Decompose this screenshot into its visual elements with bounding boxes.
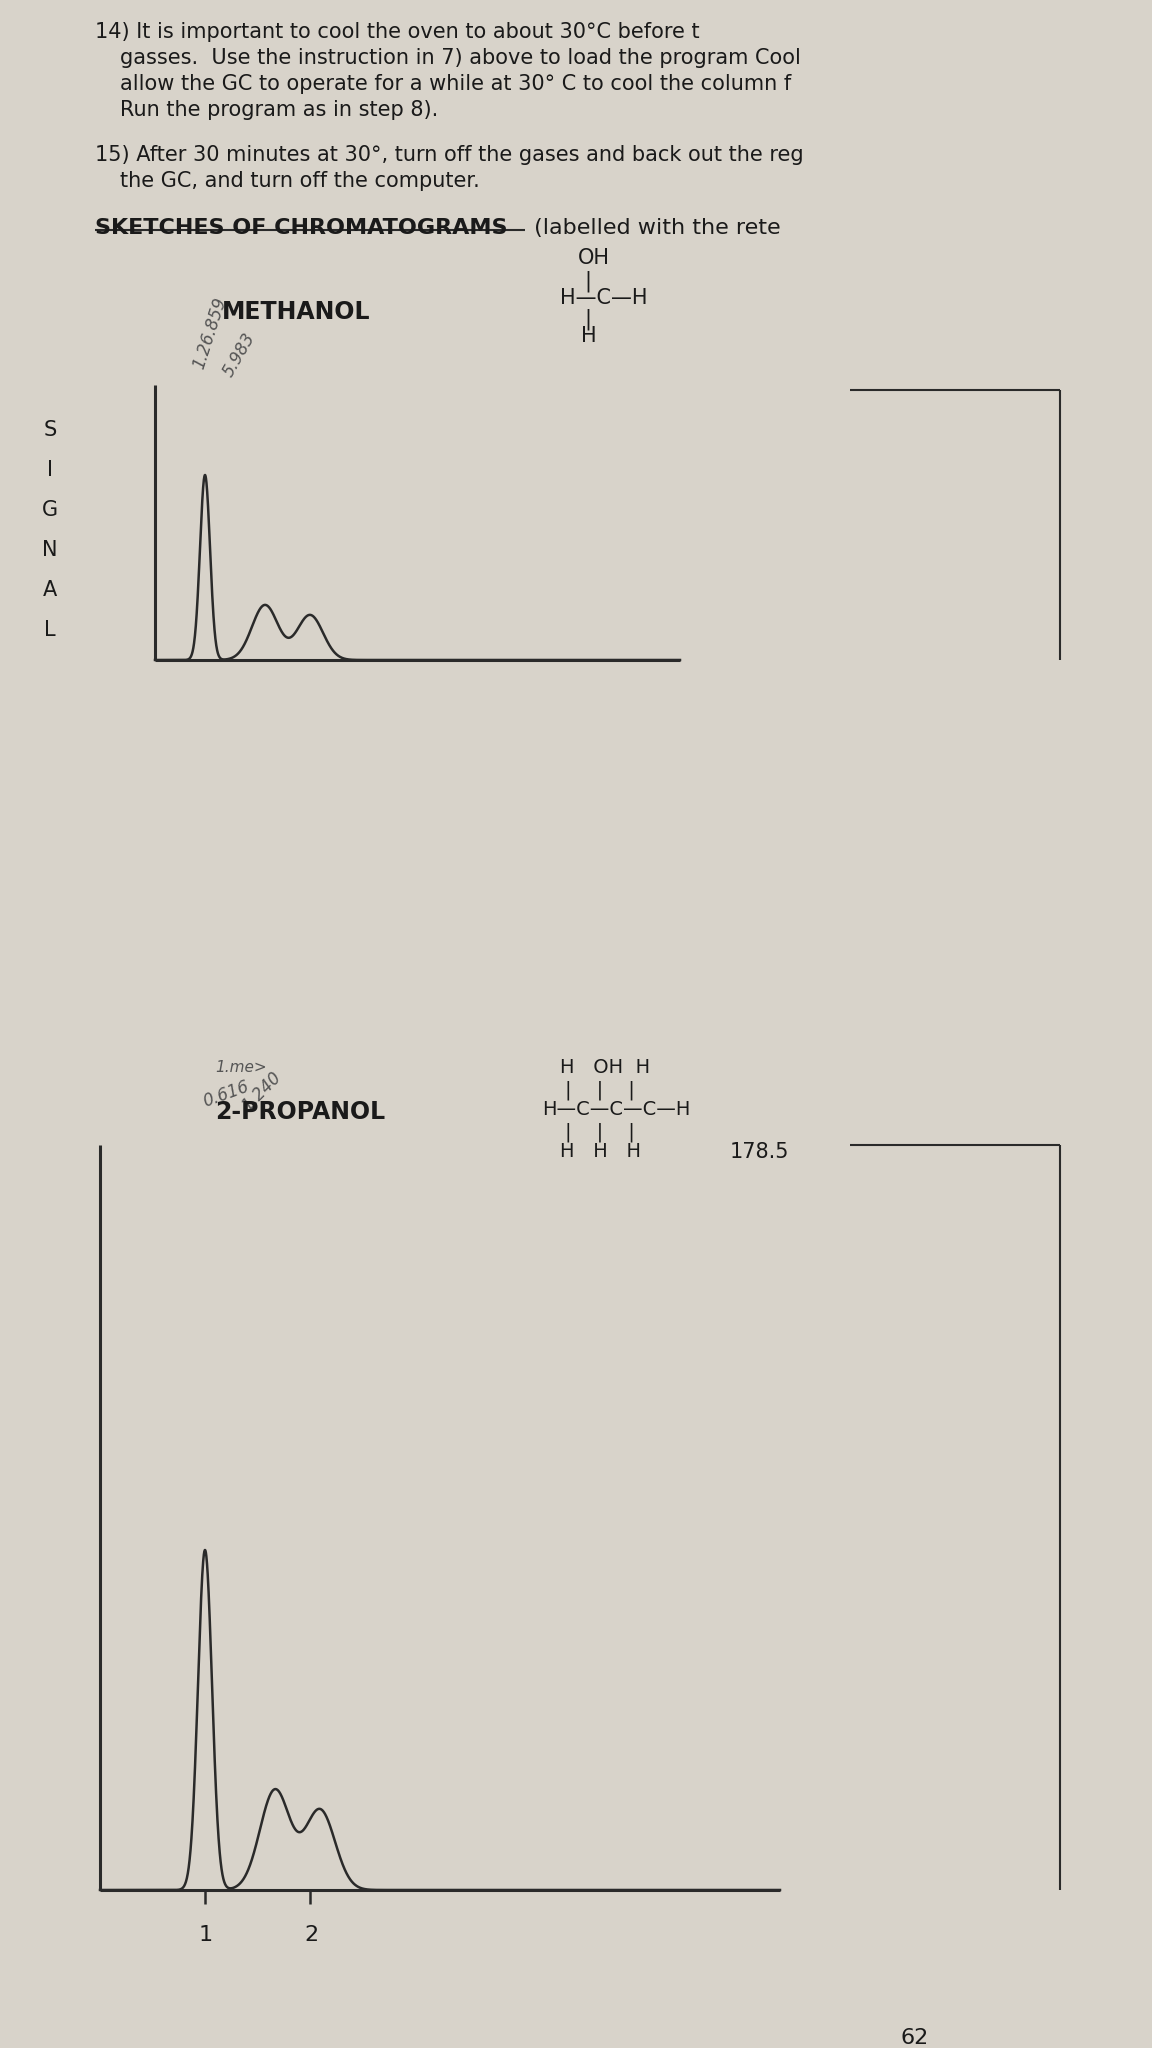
Text: I: I bbox=[47, 461, 53, 479]
Text: 2: 2 bbox=[304, 1925, 318, 1946]
Text: |: | bbox=[584, 270, 591, 291]
Text: H: H bbox=[581, 326, 597, 346]
Text: 1.26.859: 1.26.859 bbox=[190, 295, 230, 371]
Text: N: N bbox=[43, 541, 58, 559]
Text: OH: OH bbox=[578, 248, 611, 268]
Text: 62: 62 bbox=[900, 2028, 929, 2048]
Text: gasses.  Use the instruction in 7) above to load the program Cool: gasses. Use the instruction in 7) above … bbox=[120, 47, 801, 68]
Text: 14) It is important to cool the oven to about 30°C before t: 14) It is important to cool the oven to … bbox=[94, 23, 699, 43]
Text: allow the GC to operate for a while at 30° C to cool the column f: allow the GC to operate for a while at 3… bbox=[120, 74, 791, 94]
Text: 1.240: 1.240 bbox=[238, 1067, 285, 1114]
Text: 1: 1 bbox=[199, 1925, 213, 1946]
Text: 178.5: 178.5 bbox=[730, 1143, 789, 1161]
Text: |    |    |: | | | bbox=[564, 1122, 635, 1141]
Text: 1.me>: 1.me> bbox=[215, 1061, 266, 1075]
Text: L: L bbox=[44, 621, 55, 639]
Text: G: G bbox=[41, 500, 58, 520]
Text: H—C—C—C—H: H—C—C—C—H bbox=[541, 1100, 690, 1118]
Text: H—C—H: H—C—H bbox=[560, 289, 647, 307]
Text: Run the program as in step 8).: Run the program as in step 8). bbox=[120, 100, 438, 121]
Text: |    |    |: | | | bbox=[564, 1079, 635, 1100]
Text: the GC, and turn off the computer.: the GC, and turn off the computer. bbox=[120, 170, 479, 190]
Text: 0.616: 0.616 bbox=[200, 1077, 251, 1112]
Text: METHANOL: METHANOL bbox=[222, 299, 371, 324]
Text: 15) After 30 minutes at 30°, turn off the gases and back out the reg: 15) After 30 minutes at 30°, turn off th… bbox=[94, 145, 804, 166]
Text: A: A bbox=[43, 580, 58, 600]
Text: SKETCHES OF CHROMATOGRAMS: SKETCHES OF CHROMATOGRAMS bbox=[94, 217, 508, 238]
Text: |: | bbox=[584, 307, 591, 330]
Text: S: S bbox=[44, 420, 56, 440]
Text: 5.983: 5.983 bbox=[220, 330, 259, 381]
Text: 2-PROPANOL: 2-PROPANOL bbox=[215, 1100, 385, 1124]
Text: H   H   H: H H H bbox=[560, 1143, 641, 1161]
Text: (labelled with the rete: (labelled with the rete bbox=[526, 217, 781, 238]
Text: H   OH  H: H OH H bbox=[560, 1059, 650, 1077]
